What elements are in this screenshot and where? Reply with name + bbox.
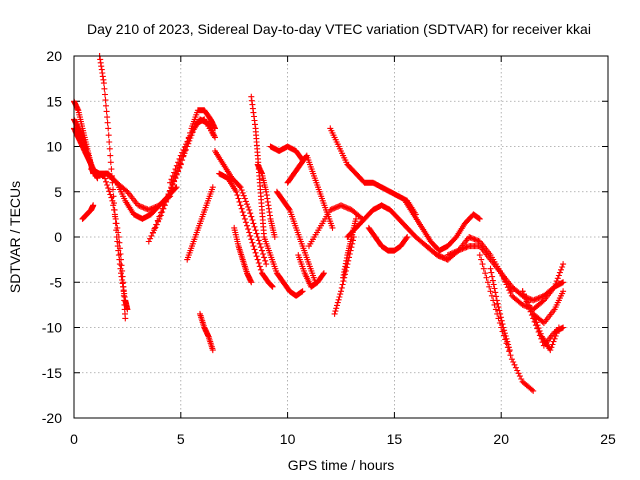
y-tick-label: -10	[42, 320, 62, 336]
x-tick-label: 20	[493, 431, 509, 447]
data-point-marks	[167, 116, 218, 186]
series-arc13	[197, 310, 216, 354]
series-arc1	[71, 98, 101, 182]
data-points	[71, 53, 567, 394]
x-tick-label: 5	[177, 431, 185, 447]
data-point-marks	[212, 148, 270, 268]
series-arc24	[306, 202, 366, 250]
series-arc11	[167, 116, 218, 186]
data-point-marks	[519, 288, 567, 326]
series-arc14	[212, 148, 270, 268]
series-arc19	[261, 234, 306, 299]
y-tick-label: 5	[54, 184, 62, 200]
series-arc18	[254, 161, 278, 240]
series-arc20	[267, 143, 306, 164]
data-point-marks	[231, 224, 255, 286]
series-arc21	[273, 188, 319, 286]
grid-lines	[73, 55, 609, 419]
series-arc10	[150, 116, 218, 236]
y-tick-label: 15	[46, 93, 62, 109]
data-point-marks	[402, 197, 483, 254]
series-arc16	[231, 224, 255, 286]
series-arc30	[402, 197, 483, 254]
x-axis-label: GPS time / hours	[288, 457, 395, 473]
x-tick-label: 25	[600, 431, 616, 447]
chart-title: Day 210 of 2023, Sidereal Day-to-day VTE…	[87, 21, 591, 37]
data-point-marks	[92, 170, 129, 322]
series-arc29	[365, 224, 411, 254]
data-point-marks	[267, 143, 306, 164]
series-arc34	[487, 265, 513, 354]
data-point-marks	[261, 234, 306, 299]
series-arc4	[79, 202, 97, 222]
data-point-marks	[306, 202, 366, 250]
data-point-marks	[150, 116, 218, 236]
plot-frame	[73, 55, 609, 419]
y-tick-label: 0	[54, 229, 62, 245]
y-tick-label: -15	[42, 365, 62, 381]
y-tick-label: 20	[46, 48, 62, 64]
series-arc12	[184, 184, 216, 263]
data-point-marks	[487, 265, 513, 354]
data-point-marks	[184, 184, 216, 263]
series-arc15	[216, 170, 276, 290]
x-tick-label: 10	[280, 431, 296, 447]
data-point-marks	[254, 161, 278, 240]
y-tick-label: 10	[46, 139, 62, 155]
series-arc6	[92, 170, 129, 322]
data-point-marks	[295, 252, 327, 290]
data-point-marks	[197, 310, 216, 354]
data-point-marks	[71, 98, 101, 182]
data-point-marks	[216, 170, 276, 290]
series-arc23	[295, 252, 327, 290]
x-tick-label: 0	[70, 431, 78, 447]
data-point-marks	[365, 224, 411, 254]
series-arc38	[519, 288, 567, 326]
data-point-marks	[273, 188, 319, 286]
axis-ticks: 0 5 10 15 20 25 20 15 10 5 0 -5 -10 -15 -20	[42, 48, 616, 447]
y-tick-label: -5	[50, 274, 63, 290]
y-axis-label: SDTVAR / TECUs	[7, 181, 23, 293]
x-tick-label: 15	[387, 431, 403, 447]
y-tick-label: -20	[42, 410, 62, 426]
data-point-marks	[79, 202, 97, 222]
